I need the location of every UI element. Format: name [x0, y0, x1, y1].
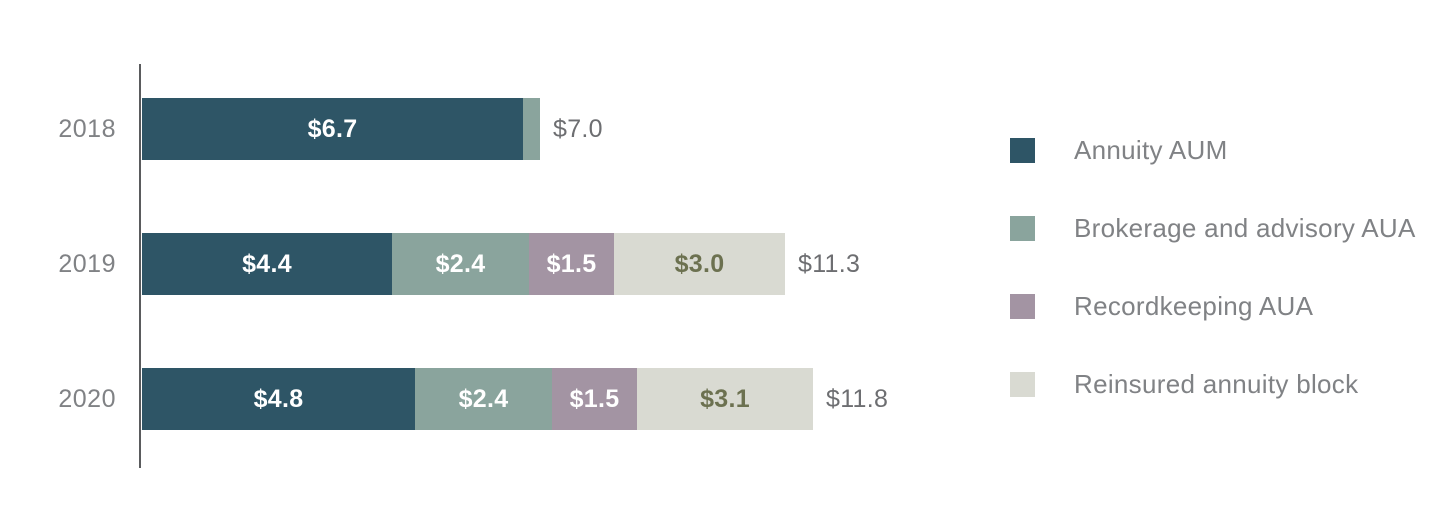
- legend-item: Annuity AUM: [1010, 135, 1416, 165]
- segment-value-label: $4.4: [242, 249, 292, 278]
- bar-total-label: $11.8: [826, 384, 889, 413]
- bar-segment: $1.5: [529, 233, 614, 295]
- bar-total-label: $7.0: [553, 114, 603, 143]
- category-label: 2019: [58, 249, 116, 278]
- segment-value-label: $3.1: [700, 384, 750, 413]
- legend-swatch: [1010, 372, 1035, 397]
- segment-value-label: $2.4: [458, 384, 509, 413]
- bar-segments: $4.4 $2.4 $1.5 $3.0: [142, 233, 785, 295]
- y-axis-line: [139, 64, 141, 468]
- segment-value-label: $1.5: [569, 384, 620, 413]
- legend-label: Annuity AUM: [1074, 135, 1228, 165]
- bar-segment: $4.4: [142, 233, 392, 295]
- segment-value-label: $1.5: [546, 249, 597, 278]
- bar-segment: $3.0: [614, 233, 785, 295]
- bar-row: 2018 $6.7 $7.0: [0, 98, 603, 160]
- bar-segment: $2.4: [392, 233, 529, 295]
- legend-item: Brokerage and advisory AUA: [1010, 213, 1416, 243]
- legend-swatch: [1010, 216, 1035, 241]
- bar-row: 2020 $4.8 $2.4 $1.5 $3.1 $11.8: [0, 368, 888, 430]
- category-label: 2020: [58, 384, 116, 413]
- legend-item: Reinsured annuity block: [1010, 369, 1416, 399]
- bar-segment: $4.8: [142, 368, 415, 430]
- legend-swatch: [1010, 294, 1035, 319]
- segment-value-label: $3.0: [674, 249, 725, 278]
- bar-segment: [523, 98, 540, 160]
- bar-total-label: $11.3: [798, 249, 861, 278]
- legend-item: Recordkeeping AUA: [1010, 291, 1416, 321]
- bar-segment: $2.4: [415, 368, 552, 430]
- legend-label: Reinsured annuity block: [1074, 369, 1359, 399]
- legend: Annuity AUM Brokerage and advisory AUA Rec…: [1010, 135, 1416, 399]
- bar-segments: $4.8 $2.4 $1.5 $3.1: [142, 368, 813, 430]
- bar-segments: $6.7: [142, 98, 540, 160]
- segment-value-label: $4.8: [253, 384, 304, 413]
- bar-row: 2019 $4.4 $2.4 $1.5 $3.0 $11.3: [0, 233, 860, 295]
- legend-swatch: [1010, 138, 1035, 163]
- category-label: 2018: [58, 114, 116, 143]
- bar-segment: $3.1: [637, 368, 813, 430]
- segment-value-label: $2.4: [435, 249, 486, 278]
- legend-label: Recordkeeping AUA: [1074, 291, 1314, 321]
- legend-label: Brokerage and advisory AUA: [1074, 213, 1416, 243]
- bar-segment: $1.5: [552, 368, 637, 430]
- segment-value-label: $6.7: [307, 114, 358, 143]
- bar-segment: $6.7: [142, 98, 523, 160]
